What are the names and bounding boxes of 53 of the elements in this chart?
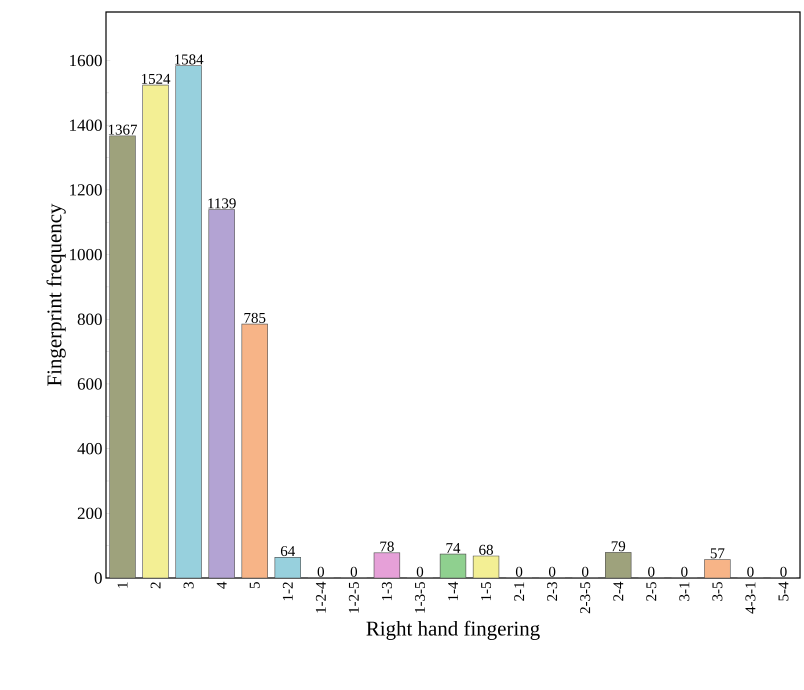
data-label: 79 (612, 541, 626, 552)
data-label: 68 (479, 544, 493, 555)
y-axis-title: Fingerprint frequency (46, 204, 66, 386)
x-tick-label: 1-2-5 (348, 582, 359, 613)
x-tick-label: 2-1 (514, 582, 524, 601)
data-label: 1367 (108, 124, 138, 135)
data-label: 1524 (142, 74, 170, 84)
data-label: 0 (516, 566, 522, 577)
x-tick-label: 2-4 (613, 582, 624, 601)
data-label: 0 (681, 566, 688, 577)
data-label: 785 (244, 312, 266, 323)
data-label: 0 (416, 566, 424, 577)
data-label: 0 (582, 566, 588, 577)
y-tick-label: 200 (78, 508, 102, 520)
x-tick-label: 1-4 (448, 582, 458, 600)
y-tick-label: 800 (78, 314, 102, 325)
x-tick-label: 1-2 (282, 582, 293, 600)
data-label: 0 (548, 566, 556, 577)
y-tick-label: 1400 (70, 119, 102, 131)
x-axis-title: Right hand fingering (366, 620, 540, 640)
x-tick-label: 5 (250, 582, 260, 588)
data-label: 57 (710, 548, 724, 558)
x-tick-label: 1-3-5 (414, 582, 425, 613)
data-label: 74 (446, 543, 460, 553)
x-tick-label: 5-4 (778, 582, 788, 601)
x-tick-label: 3-5 (712, 582, 722, 601)
x-tick-label: 2-5 (646, 582, 656, 601)
data-label: 0 (350, 566, 358, 577)
data-label: 1584 (174, 54, 204, 64)
data-label: 0 (780, 566, 787, 577)
data-label: 78 (380, 541, 394, 552)
y-tick-label: 1200 (70, 184, 102, 196)
data-label: 0 (318, 566, 324, 577)
x-tick-label: 4 (216, 582, 227, 589)
data-label: 1139 (208, 198, 236, 208)
data-label: 0 (648, 566, 654, 577)
y-tick-label: 0 (94, 572, 102, 584)
x-tick-label: 4-3-1 (745, 582, 756, 614)
y-tick-label: 400 (77, 442, 102, 454)
y-tick-label: 1000 (70, 248, 102, 260)
x-tick-label: 2-3-5 (580, 582, 590, 614)
x-tick-label: 2-3 (547, 582, 558, 601)
x-tick-label: 1-3 (382, 582, 392, 600)
x-tick-label: 3 (184, 582, 194, 588)
data-label: 64 (280, 546, 295, 556)
y-tick-label: 600 (78, 378, 102, 390)
x-tick-label: 1 (118, 582, 128, 588)
x-tick-label: 3-1 (679, 582, 690, 601)
x-tick-label: 1-5 (481, 582, 492, 600)
y-tick-label: 1600 (70, 54, 102, 66)
data-label: 0 (747, 566, 754, 577)
x-tick-label: 2 (150, 582, 161, 588)
x-tick-label: 1-2-4 (316, 582, 326, 613)
